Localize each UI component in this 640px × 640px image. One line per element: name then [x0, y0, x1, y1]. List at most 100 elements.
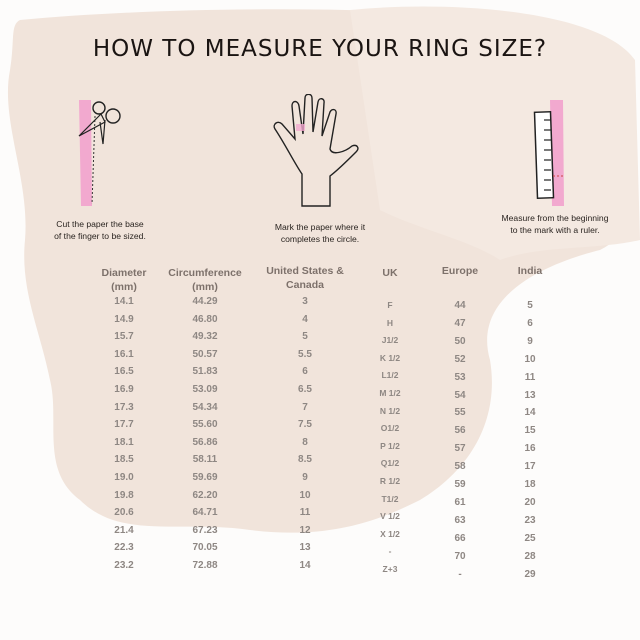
cell-diameter: 23.2: [114, 560, 134, 571]
cell-diameter: 14.1: [114, 296, 134, 307]
cell-europe: 61: [454, 496, 466, 508]
cell-us-canada: 3: [302, 296, 308, 307]
cell-india: 9: [527, 335, 533, 347]
cell-india: 23: [524, 514, 536, 526]
cell-uk: M 1/2: [379, 388, 401, 398]
cell-diameter: 22.3: [114, 542, 134, 554]
caption-line: of the finger to be sized.: [54, 231, 146, 241]
cell-circumference: 46.80: [192, 313, 218, 325]
cell-us-canada: 9: [302, 472, 308, 483]
cell-circumference: 59.69: [192, 472, 218, 483]
header-circumference: Circumference (mm): [150, 266, 260, 294]
cell-diameter: 16.5: [114, 366, 134, 378]
cell-uk: P 1/2: [380, 440, 400, 451]
cell-europe: 54: [454, 389, 466, 401]
cell-uk: T1/2: [381, 493, 399, 504]
header-india: India: [475, 264, 585, 278]
cell-us-canada: 8.5: [298, 454, 312, 466]
cell-diameter: 19.8: [114, 489, 134, 501]
cell-uk: J1/2: [381, 335, 399, 346]
caption-line: completes the circle.: [280, 234, 360, 244]
cell-us-canada: 12: [299, 524, 311, 536]
cell-india: 25: [524, 532, 536, 544]
hand-icon: [273, 94, 359, 207]
header-us-canada: United States & Canada: [250, 264, 360, 292]
cell-circumference: 64.71: [192, 507, 218, 519]
cell-circumference: 50.57: [192, 348, 218, 360]
cell-india: 18: [524, 479, 536, 490]
cell-india: 15: [524, 425, 536, 437]
header-line: (mm): [192, 281, 218, 293]
cell-us-canada: 8: [302, 436, 308, 448]
cell-uk: H: [386, 317, 394, 328]
cell-europe: 56: [454, 425, 466, 437]
cell-india: 13: [524, 389, 536, 401]
header-line: (mm): [111, 281, 137, 293]
cell-circumference: 70.05: [192, 542, 218, 554]
cell-india: 14: [524, 407, 536, 419]
cell-diameter: 16.9: [114, 384, 134, 395]
cell-india: 29: [524, 568, 536, 580]
cell-circumference: 49.32: [192, 331, 218, 343]
cell-diameter: 20.6: [114, 507, 134, 519]
header-line: UK: [382, 267, 398, 279]
cell-us-canada: 14: [299, 560, 311, 571]
cell-circumference: 54.34: [192, 401, 218, 413]
cell-europe: 55: [454, 407, 466, 419]
cell-europe: 53: [454, 371, 466, 383]
cell-europe: 44: [454, 300, 466, 311]
cell-uk: O1/2: [380, 423, 400, 434]
cell-circumference: 72.88: [192, 560, 218, 571]
cell-us-canada: 6: [302, 366, 308, 378]
cell-circumference: 62.20: [192, 489, 218, 501]
cell-europe: 47: [454, 317, 466, 329]
cell-us-canada: 10: [299, 489, 311, 501]
cell-diameter: 21.4: [114, 524, 134, 536]
cell-europe: 58: [454, 461, 466, 473]
header-diameter: Diameter (mm): [69, 266, 179, 294]
cell-india: 10: [524, 353, 536, 365]
cell-diameter: 15.7: [114, 331, 134, 343]
cell-circumference: 58.11: [192, 454, 218, 466]
cell-europe: 50: [454, 335, 466, 347]
cell-india: 17: [524, 461, 536, 473]
cell-circumference: 53.09: [192, 384, 218, 395]
cell-india: 16: [524, 443, 536, 455]
cell-uk: -: [388, 546, 392, 557]
header-uk: UK: [335, 266, 445, 280]
header-line: Canada: [286, 279, 324, 291]
cell-diameter: 18.1: [114, 436, 134, 448]
cell-diameter: 17.7: [114, 419, 134, 431]
cell-circumference: 67.23: [192, 524, 218, 536]
cell-europe: -: [458, 568, 462, 580]
header-line: Diameter: [101, 267, 147, 279]
cell-india: 5: [527, 300, 533, 311]
cell-diameter: 17.3: [114, 401, 134, 413]
cell-circumference: 51.83: [192, 366, 218, 378]
cell-india: 6: [527, 317, 533, 329]
cell-europe: 57: [454, 443, 466, 455]
ruler-icon: [533, 100, 564, 206]
cell-uk: Q1/2: [380, 458, 400, 469]
cell-circumference: 44.29: [192, 296, 218, 307]
header-line: Europe: [441, 265, 479, 277]
cell-uk: R 1/2: [379, 476, 401, 486]
cell-us-canada: 5.5: [298, 348, 312, 360]
cell-us-canada: 13: [299, 542, 311, 554]
cell-uk: Z+3: [382, 564, 398, 574]
cell-diameter: 18.5: [114, 454, 134, 466]
cell-uk: F: [387, 300, 393, 310]
cell-circumference: 55.60: [192, 419, 218, 431]
caption-line: Mark the paper where it: [274, 222, 366, 232]
cell-uk: K 1/2: [379, 352, 401, 363]
step-1-caption: Cut the paper the base of the finger to …: [15, 218, 185, 242]
cell-uk: X 1/2: [380, 528, 400, 539]
cell-diameter: 19.0: [114, 472, 134, 483]
step-2-caption: Mark the paper where it completes the ci…: [235, 221, 405, 245]
cell-india: 11: [524, 371, 536, 383]
cell-uk: V 1/2: [380, 511, 400, 522]
header-line: Circumference: [168, 267, 242, 279]
cell-india: 20: [524, 496, 536, 508]
header-line: United States &: [266, 265, 344, 277]
